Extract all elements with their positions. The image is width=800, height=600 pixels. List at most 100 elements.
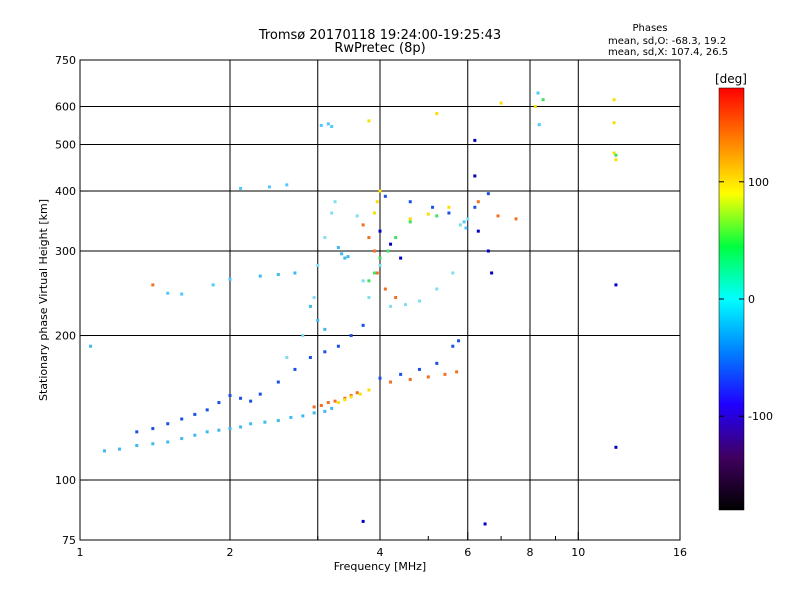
data-point: [462, 220, 466, 224]
x-tick-label: 6: [464, 546, 471, 559]
data-point: [476, 229, 480, 233]
data-point: [316, 263, 320, 267]
data-point: [361, 279, 365, 283]
data-point: [267, 185, 271, 189]
data-point: [323, 409, 327, 413]
data-point: [358, 392, 362, 396]
data-point: [151, 442, 155, 446]
data-point: [378, 376, 382, 380]
data-point: [383, 194, 387, 198]
data-point: [373, 271, 377, 275]
data-point: [457, 339, 461, 343]
data-point: [239, 186, 243, 190]
data-point: [312, 411, 316, 415]
colorbar-tick-label: 0: [748, 293, 755, 306]
data-point: [426, 212, 430, 216]
data-point: [389, 242, 393, 246]
data-point: [361, 323, 365, 327]
data-point: [373, 211, 377, 215]
data-point: [447, 211, 451, 215]
data-point: [378, 263, 382, 267]
data-point: [417, 367, 421, 371]
data-point: [614, 283, 618, 287]
data-point: [367, 279, 371, 283]
data-point: [346, 255, 350, 259]
data-point: [319, 403, 323, 407]
data-point: [340, 252, 344, 256]
data-point: [466, 217, 470, 221]
data-point: [263, 420, 267, 424]
data-point: [389, 304, 393, 308]
data-point: [435, 112, 439, 116]
data-point: [541, 98, 545, 102]
data-point: [394, 236, 398, 240]
x-tick-label: 8: [527, 546, 534, 559]
data-point: [180, 437, 184, 441]
data-point: [458, 223, 462, 227]
data-point: [614, 445, 618, 449]
data-point: [378, 189, 382, 193]
plot-grid: [80, 59, 681, 540]
data-point: [326, 122, 330, 126]
data-point: [289, 415, 293, 419]
data-point: [211, 283, 215, 287]
data-point: [336, 401, 340, 405]
y-tick-label: 100: [55, 474, 76, 487]
x-axis-label: Frequency [MHz]: [334, 560, 426, 573]
x-axis-ticks: 1 2 4 6 8 10 16: [77, 532, 687, 559]
data-point: [166, 422, 170, 426]
data-point: [443, 372, 447, 376]
data-point: [343, 256, 347, 260]
data-point: [333, 200, 337, 204]
data-point: [373, 249, 377, 253]
data-point: [367, 296, 371, 300]
data-point: [490, 271, 494, 275]
data-point: [285, 355, 289, 359]
data-point: [614, 158, 618, 162]
data-point: [135, 444, 139, 448]
data-point: [228, 427, 232, 431]
data-point: [375, 271, 379, 275]
y-axis-label: Stationary phase Virtual Height [km]: [37, 199, 50, 401]
data-point: [293, 367, 297, 371]
data-point: [473, 205, 477, 209]
data-point: [258, 274, 262, 278]
data-point: [536, 91, 540, 95]
chart-title: Tromsø 20170118 19:24:00-19:25:43: [258, 28, 501, 43]
data-point: [166, 291, 170, 295]
data-point: [378, 229, 382, 233]
data-point: [323, 327, 327, 331]
data-point: [276, 380, 280, 384]
data-point: [330, 406, 334, 410]
data-point: [361, 519, 365, 523]
data-point: [276, 419, 280, 423]
data-point: [330, 211, 334, 215]
colorbar-label: [deg]: [715, 72, 747, 86]
chart-subtitle: RwPretec (8p): [334, 41, 425, 56]
x-tick-label: 2: [227, 546, 234, 559]
data-point: [103, 449, 107, 453]
data-point: [135, 430, 139, 434]
x-tick-label: 10: [571, 546, 585, 559]
data-point: [486, 249, 490, 253]
data-point: [285, 183, 289, 187]
data-point: [435, 287, 439, 291]
data-point: [435, 214, 439, 218]
data-point: [343, 398, 347, 402]
data-point: [367, 388, 371, 392]
data-point: [276, 273, 280, 277]
y-tick-label: 75: [62, 534, 76, 547]
data-point: [151, 283, 155, 287]
y-axis-ticks: 75 100 200 300 400 500 600 750: [55, 54, 88, 547]
phase-summary: Phases mean, sd,O: -68.3, 19.2 mean, sd,…: [608, 23, 728, 58]
data-point: [249, 422, 253, 426]
data-point: [486, 192, 490, 196]
data-point: [389, 380, 393, 384]
colorbar-tick-label: -100: [748, 410, 773, 423]
data-point: [308, 304, 312, 308]
data-point: [612, 151, 616, 155]
data-point: [464, 226, 468, 230]
data-point: [476, 200, 480, 204]
data-point: [166, 440, 170, 444]
